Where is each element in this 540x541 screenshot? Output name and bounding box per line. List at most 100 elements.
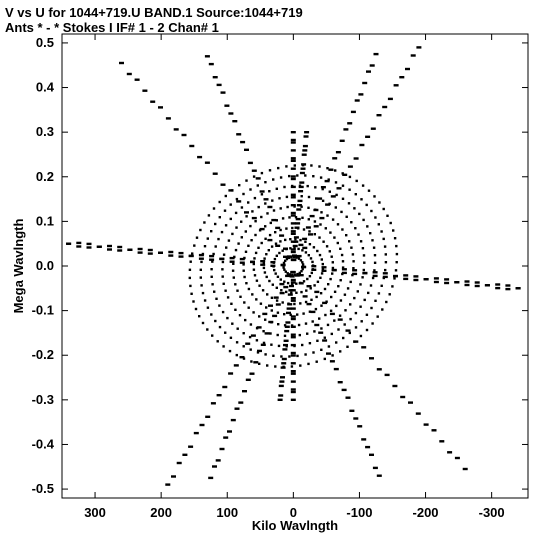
uv-point	[322, 240, 325, 243]
uv-point	[158, 251, 163, 254]
uv-point	[371, 322, 374, 325]
uv-point	[322, 301, 328, 305]
y-tick-label: -0.3	[32, 392, 54, 407]
uv-point	[232, 262, 235, 265]
uv-point	[268, 190, 271, 193]
uv-point	[300, 167, 306, 170]
uv-point	[301, 261, 304, 264]
uv-point	[372, 246, 376, 249]
uv-point	[234, 211, 238, 215]
uv-point	[290, 131, 296, 134]
uv-point	[345, 396, 351, 399]
uv-point	[283, 313, 286, 316]
uv-point	[212, 207, 216, 210]
x-axis: 300 200 100 0 -100 -200 -300	[84, 34, 505, 520]
uv-point	[304, 251, 308, 254]
uv-point	[285, 257, 289, 261]
uv-point	[326, 323, 330, 327]
uv-point	[363, 298, 366, 302]
uv-point	[290, 362, 296, 365]
uv-point	[211, 260, 214, 263]
uv-point	[308, 233, 313, 236]
uv-point	[303, 135, 309, 138]
uv-point	[252, 311, 255, 314]
uv-point	[275, 254, 278, 257]
uv-point	[291, 282, 294, 285]
uv-point	[212, 76, 218, 79]
uv-point	[384, 268, 387, 272]
uv-point	[290, 299, 296, 302]
uv-point	[333, 290, 337, 293]
uv-point	[253, 361, 259, 364]
uv-point	[284, 325, 290, 328]
uv-point	[264, 181, 267, 184]
uv-point	[354, 99, 360, 102]
uv-point	[250, 334, 256, 337]
y-tick-label: 0.3	[36, 124, 54, 139]
uv-point	[290, 398, 296, 401]
uv-point	[117, 245, 123, 249]
uv-point	[231, 232, 234, 236]
uv-point	[275, 244, 281, 247]
uv-point	[400, 395, 406, 399]
uv-point	[433, 280, 439, 284]
uv-point	[244, 230, 247, 233]
uv-point	[234, 283, 237, 286]
uv-point	[330, 195, 336, 198]
uv-point	[256, 184, 259, 187]
uv-point	[259, 227, 265, 231]
uv-point	[290, 354, 296, 357]
uv-point	[259, 302, 263, 305]
uv-point	[320, 211, 323, 214]
uv-point	[279, 380, 285, 383]
uv-point	[297, 199, 303, 203]
uv-point	[239, 257, 245, 261]
uv-point	[203, 221, 206, 224]
uv-point	[320, 186, 326, 189]
uv-point	[264, 225, 267, 228]
uv-point	[222, 282, 225, 285]
uv-point	[369, 64, 375, 67]
uv-point	[308, 310, 312, 313]
uv-point	[361, 184, 365, 187]
uv-point	[281, 217, 285, 220]
uv-point	[270, 343, 273, 346]
uv-point	[321, 267, 325, 270]
uv-point	[280, 366, 286, 369]
uv-point	[229, 336, 233, 339]
uv-point	[323, 287, 327, 291]
uv-point	[304, 174, 307, 177]
uv-point	[454, 281, 460, 284]
uv-point	[335, 193, 338, 197]
uv-point	[296, 272, 299, 276]
uv-point	[290, 388, 296, 391]
uv-point	[290, 270, 296, 274]
uv-point	[188, 276, 191, 280]
uv-point	[361, 346, 367, 349]
uv-point	[249, 348, 252, 351]
uv-point	[290, 138, 296, 142]
uv-point	[327, 345, 331, 348]
uv-point	[300, 290, 303, 294]
uv-point	[263, 271, 267, 274]
uv-point	[337, 285, 340, 288]
uv-point	[306, 332, 309, 335]
uv-point	[365, 328, 369, 332]
uv-point	[218, 200, 221, 204]
uv-point	[357, 425, 363, 428]
uv-point	[331, 272, 334, 275]
uv-point	[260, 215, 263, 219]
uv-point	[302, 228, 306, 231]
uv-point	[245, 378, 251, 381]
uv-point	[222, 385, 228, 389]
uv-point	[382, 275, 388, 279]
uv-point	[345, 329, 351, 332]
uv-point	[189, 260, 192, 263]
uv-point	[244, 318, 247, 322]
uv-point	[358, 93, 364, 96]
uv-point	[290, 297, 296, 300]
uv-point	[236, 289, 239, 292]
uv-point	[395, 244, 398, 248]
uv-point	[324, 313, 327, 317]
uv-point	[229, 256, 235, 260]
